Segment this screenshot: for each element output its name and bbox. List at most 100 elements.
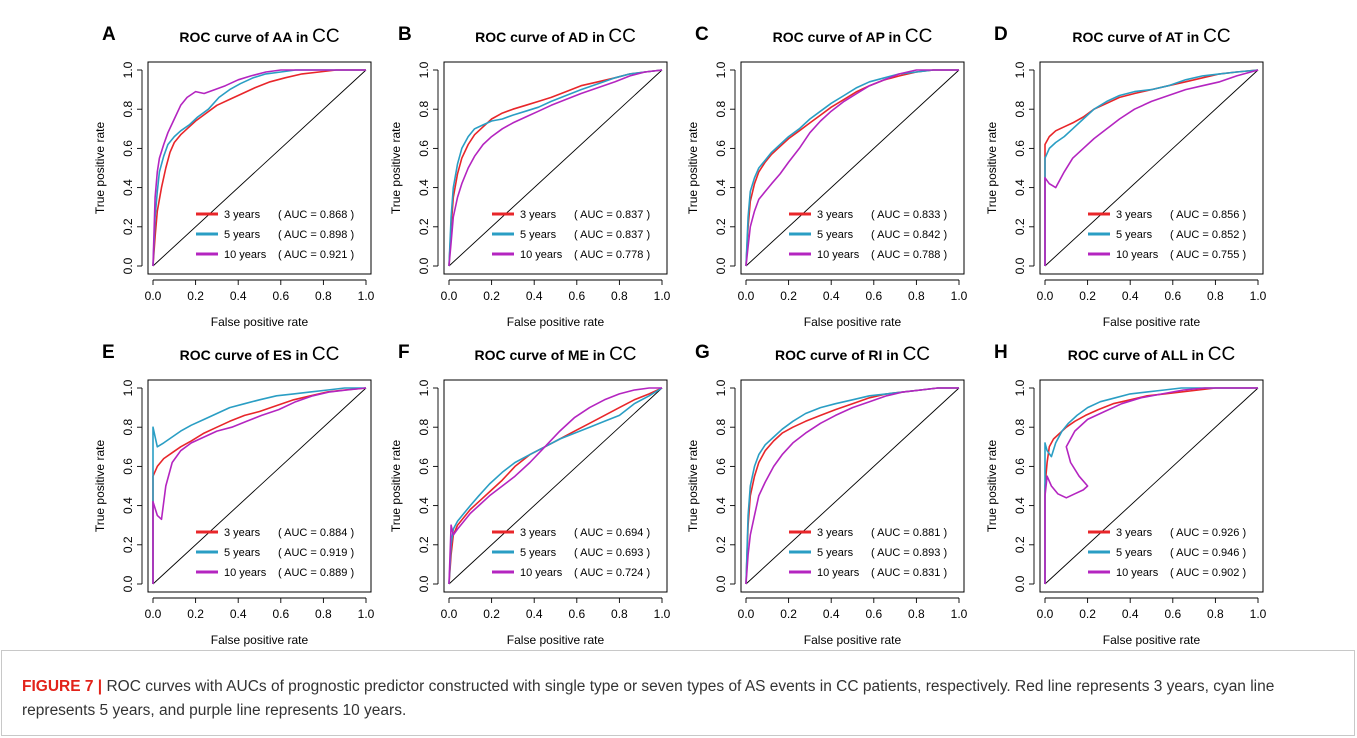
legend-name: 10 years bbox=[817, 567, 860, 579]
x-tick-label: 0.6 bbox=[1164, 289, 1181, 303]
roc-line-5-years bbox=[448, 69, 663, 267]
legend-auc: ( AUC = 0.881 ) bbox=[871, 527, 947, 539]
x-axis-label: False positive rate bbox=[211, 633, 309, 647]
legend-name: 10 years bbox=[817, 249, 860, 261]
legend-name: 5 years bbox=[520, 547, 557, 559]
roc-line-10-years bbox=[448, 387, 662, 585]
y-tick-label: 0.2 bbox=[714, 218, 728, 235]
panel-letter: C bbox=[695, 24, 709, 45]
roc-line-3-years bbox=[1044, 69, 1259, 266]
y-tick-label: 0.4 bbox=[714, 497, 728, 514]
panel-title-main: ROC curve of AP in bbox=[773, 29, 905, 45]
y-tick-label: 0.2 bbox=[417, 218, 431, 235]
legend-auc: ( AUC = 0.755 ) bbox=[1170, 249, 1246, 261]
legend-auc: ( AUC = 0.889 ) bbox=[278, 567, 354, 579]
legend-auc: ( AUC = 0.856 ) bbox=[1170, 209, 1246, 221]
y-axis-label: True positive rate bbox=[93, 122, 107, 215]
panel-title-cc: CC bbox=[609, 344, 636, 365]
panel-title-main: ROC curve of RI in bbox=[775, 347, 903, 363]
y-tick-label: 0.0 bbox=[714, 257, 728, 274]
x-tick-label: 0.0 bbox=[441, 289, 458, 303]
roc-line-5-years bbox=[152, 387, 366, 584]
y-tick-label: 0.0 bbox=[417, 257, 431, 274]
legend-name: 5 years bbox=[224, 229, 261, 241]
legend-name: 10 years bbox=[1116, 567, 1159, 579]
panel-title: ROC curve of RI in CC bbox=[775, 344, 930, 365]
y-tick-label: 0.4 bbox=[714, 179, 728, 196]
x-tick-label: 0.4 bbox=[1122, 289, 1139, 303]
x-tick-label: 0.4 bbox=[526, 289, 543, 303]
panel-title: ROC curve of ME in CC bbox=[474, 344, 636, 365]
x-axis-label: False positive rate bbox=[507, 633, 605, 647]
x-tick-label: 0.6 bbox=[865, 607, 882, 621]
y-tick-label: 1.0 bbox=[1013, 379, 1027, 396]
diagonal-line bbox=[152, 387, 367, 585]
panel-title-cc: CC bbox=[905, 26, 932, 47]
diagonal-line bbox=[745, 387, 960, 585]
panel-title: ROC curve of ALL in CC bbox=[1068, 344, 1235, 365]
legend-auc: ( AUC = 0.919 ) bbox=[278, 547, 354, 559]
y-tick-label: 0.2 bbox=[1013, 218, 1027, 235]
y-tick-label: 0.0 bbox=[1013, 575, 1027, 592]
x-tick-label: 0.2 bbox=[1079, 289, 1096, 303]
caption-label: FIGURE 7 | bbox=[22, 678, 103, 695]
y-tick-label: 0.6 bbox=[714, 140, 728, 157]
x-tick-label: 0.4 bbox=[1122, 607, 1139, 621]
legend-name: 3 years bbox=[520, 209, 557, 221]
x-tick-label: 0.0 bbox=[1037, 607, 1054, 621]
panel-a: A ROC curve of AA in CC 0.0 0.2 0.4 0.6 0.8 1.0… bbox=[93, 24, 375, 329]
legend-auc: ( AUC = 0.842 ) bbox=[871, 229, 947, 241]
roc-line-3-years bbox=[152, 69, 366, 267]
panel-h: H ROC curve of ALL in CC 0.0 0.2 0.4 0.6 0.8 1.… bbox=[985, 342, 1267, 647]
y-tick-label: 0.6 bbox=[714, 458, 728, 475]
y-tick-label: 0.6 bbox=[417, 140, 431, 157]
figure-caption: FIGURE 7 | ROC curves with AUCs of progn… bbox=[1, 650, 1355, 736]
y-axis-label: True positive rate bbox=[686, 440, 700, 533]
panel-title: ROC curve of AP in CC bbox=[773, 26, 933, 47]
panel-title-main: ROC curve of ES in bbox=[180, 347, 312, 363]
diagonal-line bbox=[152, 69, 367, 267]
y-axis-label: True positive rate bbox=[686, 122, 700, 215]
y-tick-label: 0.6 bbox=[121, 458, 135, 475]
panel-title-main: ROC curve of AA in bbox=[179, 29, 312, 45]
legend-name: 5 years bbox=[1116, 547, 1153, 559]
legend-auc: ( AUC = 0.926 ) bbox=[1170, 527, 1246, 539]
legend-name: 10 years bbox=[224, 567, 267, 579]
panel-letter: G bbox=[695, 342, 710, 363]
roc-line-10-years bbox=[745, 387, 959, 585]
legend-auc: ( AUC = 0.837 ) bbox=[574, 229, 650, 241]
x-tick-label: 0.4 bbox=[823, 607, 840, 621]
panel-letter: A bbox=[102, 24, 116, 45]
legend-auc: ( AUC = 0.884 ) bbox=[278, 527, 354, 539]
y-axis-label: True positive rate bbox=[389, 122, 403, 215]
panel-title-cc: CC bbox=[608, 26, 635, 47]
y-tick-label: 0.2 bbox=[714, 536, 728, 553]
y-tick-label: 0.8 bbox=[714, 419, 728, 436]
roc-line-3-years bbox=[745, 69, 959, 267]
x-tick-label: 0.8 bbox=[611, 607, 628, 621]
y-tick-label: 0.0 bbox=[121, 575, 135, 592]
x-tick-label: 0.4 bbox=[823, 289, 840, 303]
panel-title: ROC curve of AT in CC bbox=[1072, 26, 1230, 47]
x-tick-label: 0.8 bbox=[908, 289, 925, 303]
legend-name: 5 years bbox=[817, 229, 854, 241]
x-tick-label: 0.4 bbox=[526, 607, 543, 621]
x-tick-label: 0.4 bbox=[230, 289, 247, 303]
legend-auc: ( AUC = 0.694 ) bbox=[574, 527, 650, 539]
panel-title: ROC curve of AD in CC bbox=[475, 26, 636, 47]
panel-c: C ROC curve of AP in CC 0.0 0.2 0.4 0.6 0.8 1.0… bbox=[686, 24, 968, 329]
roc-line-5-years bbox=[448, 387, 663, 585]
panel-title-main: ROC curve of ME in bbox=[474, 347, 609, 363]
x-tick-label: 0.2 bbox=[483, 289, 500, 303]
y-tick-label: 0.0 bbox=[417, 575, 431, 592]
legend-name: 10 years bbox=[520, 567, 563, 579]
panel-letter: D bbox=[994, 24, 1008, 45]
plot-frame bbox=[443, 379, 668, 593]
roc-line-10-years bbox=[152, 69, 366, 267]
roc-line-10-years bbox=[1044, 69, 1259, 266]
x-tick-label: 0.2 bbox=[187, 289, 204, 303]
legend-auc: ( AUC = 0.921 ) bbox=[278, 249, 354, 261]
panel-title: ROC curve of ES in CC bbox=[180, 344, 340, 365]
y-tick-label: 1.0 bbox=[1013, 61, 1027, 78]
y-tick-label: 0.8 bbox=[1013, 101, 1027, 118]
